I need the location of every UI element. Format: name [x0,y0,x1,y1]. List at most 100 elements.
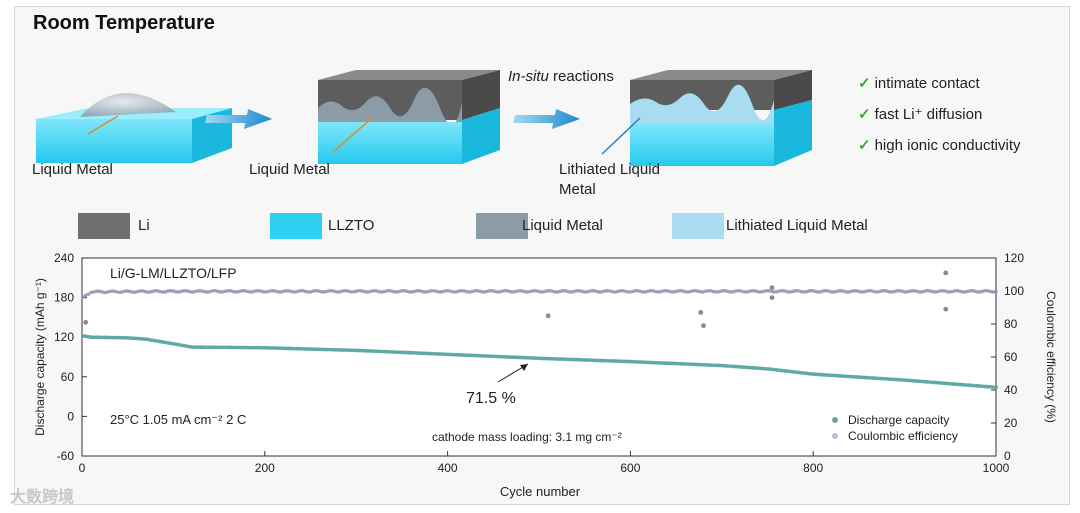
benefit-text: fast Li⁺ diffusion [874,106,983,123]
capacity-point [470,353,475,358]
ce-point [769,289,773,294]
capacity-point [851,374,856,379]
ce-point [212,288,217,293]
capacity-point [591,358,595,363]
ce-point [347,289,351,294]
ce-point [338,289,343,294]
ce-point [451,290,455,294]
ce-point [596,290,601,294]
capacity-point [656,360,661,365]
capacity-point [289,346,294,351]
ce-point [695,289,699,293]
capacity-point [593,358,598,363]
ce-point [539,290,543,294]
capacity-point [223,345,228,350]
capacity-point [826,373,831,378]
capacity-point [311,347,316,352]
ce-point [788,290,793,294]
ce-point [541,290,546,294]
ce-point [456,289,461,294]
ce-point [81,295,85,299]
capacity-point [706,363,710,367]
capacity-point [525,355,530,360]
capacity-point [196,345,200,350]
capacity-point [538,356,543,361]
capacity-point [588,358,593,363]
ce-point [278,290,283,294]
ce-point [640,290,645,294]
ce-point [906,289,911,294]
ce-point [440,289,444,294]
ce-outlier-point [701,323,706,329]
ce-point [791,289,795,294]
capacity-point [338,348,343,352]
capacity-point [102,335,107,340]
capacity-point [689,362,694,367]
ce-point [651,289,656,293]
capacity-point [829,373,834,378]
capacity-point [100,335,105,340]
capacity-point [563,357,568,362]
ce-point [281,289,285,294]
ce-point [89,290,93,295]
ce-point [676,289,680,293]
capacity-point [94,335,99,340]
ce-point [810,288,815,293]
capacity-point [396,350,401,355]
ce-point [177,290,181,294]
capacity-point [259,345,264,350]
ce-point [190,290,195,294]
capacity-point [198,345,203,350]
legend-marker-ce [832,433,838,439]
ce-point [673,289,677,294]
ce-point [741,289,746,294]
capacity-point [755,366,760,371]
capacity-point [251,345,255,350]
legend-marker-discharge [832,417,838,423]
capacity-point [308,347,313,351]
capacity-point [547,356,551,361]
ce-point [256,288,261,293]
ce-point [722,288,727,293]
ce-point [319,289,324,294]
capacity-point [994,385,998,390]
ce-point [703,289,708,294]
ce-point [119,290,124,294]
ce-point [643,290,647,294]
ce-point [870,289,875,293]
capacity-point [988,385,993,389]
capacity-point [799,370,804,375]
capacity-point [873,376,878,381]
capacity-point [752,366,757,370]
ce-point [763,289,768,293]
ce-point [558,289,562,294]
ce-point [815,290,820,294]
ce-point [103,290,107,295]
ce-point [160,290,165,294]
capacity-point [294,346,299,351]
capacity-point [983,384,987,389]
ce-point [467,290,472,294]
ce-point [799,289,804,294]
capacity-point [412,351,417,355]
ce-point [168,288,173,293]
ce-outlier-point [545,313,551,319]
capacity-point [267,345,272,350]
ce-point [717,289,721,294]
capacity-point [569,357,573,362]
capacity-point [697,362,702,367]
capacity-point [89,335,94,340]
capacity-point [610,359,615,363]
capacity-point [684,362,689,366]
capacity-point [360,348,365,353]
capacity-point [467,353,472,358]
ce-point [725,289,730,294]
capacity-point [209,345,214,350]
capacity-point [530,356,535,360]
ce-outlier-point [769,295,775,300]
ce-point [985,289,990,293]
capacity-point [906,378,911,383]
ce-point [588,289,592,293]
capacity-point [448,352,453,357]
ce-point [909,289,913,293]
